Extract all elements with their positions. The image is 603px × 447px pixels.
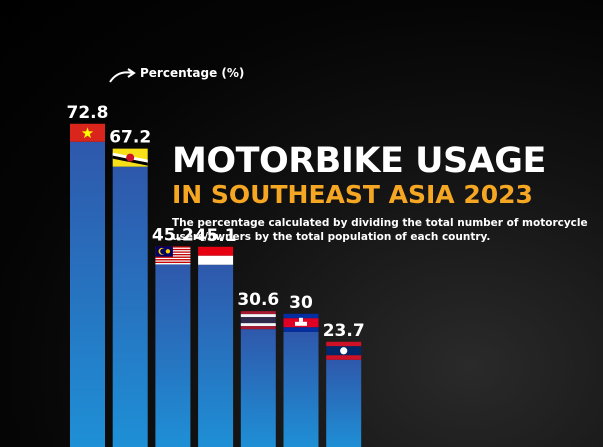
flag-star <box>81 127 94 139</box>
flag-stripe <box>155 263 191 265</box>
chart-title-accent: IN SOUTHEAST ASIA 2023 <box>172 180 533 209</box>
bar-group-malaysia: 45.2 <box>152 225 194 447</box>
flag-disc <box>340 347 348 355</box>
bar-group-cambodia: 30 <box>283 293 319 447</box>
flag-stripe <box>240 323 276 327</box>
title-block: MOTORBIKE USAGE IN SOUTHEAST ASIA 2023 T… <box>172 142 592 244</box>
bar-group-indonesia: 45.1 <box>195 226 237 447</box>
flag-crescent-cut <box>160 248 166 255</box>
bar-value-label: 67.2 <box>109 128 151 148</box>
malaysia-flag-icon <box>155 246 191 265</box>
bar-value-label: 30.6 <box>237 290 279 310</box>
bar-group-laos: 23.7 <box>323 321 365 447</box>
flag-top <box>198 246 234 256</box>
bar <box>70 141 105 447</box>
laos-flag-icon <box>326 341 362 360</box>
legend: Percentage (%) <box>109 66 244 83</box>
flag-stripe <box>240 317 276 324</box>
indonesia-flag-icon <box>198 246 234 265</box>
flag-stripe <box>240 326 276 330</box>
flag-stripe <box>283 327 319 332</box>
bar <box>283 331 319 447</box>
flag-bottom <box>198 255 234 265</box>
bar-value-label: 30 <box>289 293 313 313</box>
brunei-flag-icon <box>112 148 148 167</box>
bar <box>112 166 148 447</box>
flag-stripe <box>283 313 319 319</box>
flag-stripe <box>155 257 191 260</box>
bar-group-brunei: 67.2 <box>109 128 151 447</box>
bar-group-thailand: 30.6 <box>237 290 279 447</box>
flag-stripe <box>155 260 191 262</box>
flag-stripe <box>155 256 191 258</box>
flag-stripe <box>155 259 191 261</box>
flag-temple <box>295 321 307 326</box>
flag-emblem <box>126 153 135 162</box>
bar <box>198 264 234 447</box>
bar <box>155 264 191 447</box>
chart-title: MOTORBIKE USAGE <box>172 141 546 181</box>
flag-stripe <box>155 261 191 264</box>
bar-value-label: 72.8 <box>67 103 109 123</box>
flag-stripe <box>240 311 276 315</box>
chart-subtitle: The percentage calculated by dividing th… <box>172 217 588 243</box>
flag-temple-tower <box>299 317 303 322</box>
flag-stripe <box>326 355 362 360</box>
bar-value-label: 45.2 <box>152 225 194 245</box>
legend-label: Percentage (%) <box>140 66 244 80</box>
flag-stripe <box>240 314 276 318</box>
vietnam-flag-icon <box>70 123 105 142</box>
bar-value-label: 23.7 <box>323 321 365 341</box>
bar <box>240 329 276 447</box>
curved-arrow-head <box>127 68 136 78</box>
bar-value-label: 45.1 <box>195 226 237 246</box>
cambodia-flag-icon <box>283 313 319 332</box>
thailand-flag-icon <box>240 311 276 330</box>
bar-group-vietnam: 72.8 <box>67 103 109 447</box>
curved-arrow-icon <box>109 71 133 83</box>
bar <box>326 359 362 447</box>
flag-stripe <box>326 341 362 347</box>
flag-star <box>165 249 171 254</box>
